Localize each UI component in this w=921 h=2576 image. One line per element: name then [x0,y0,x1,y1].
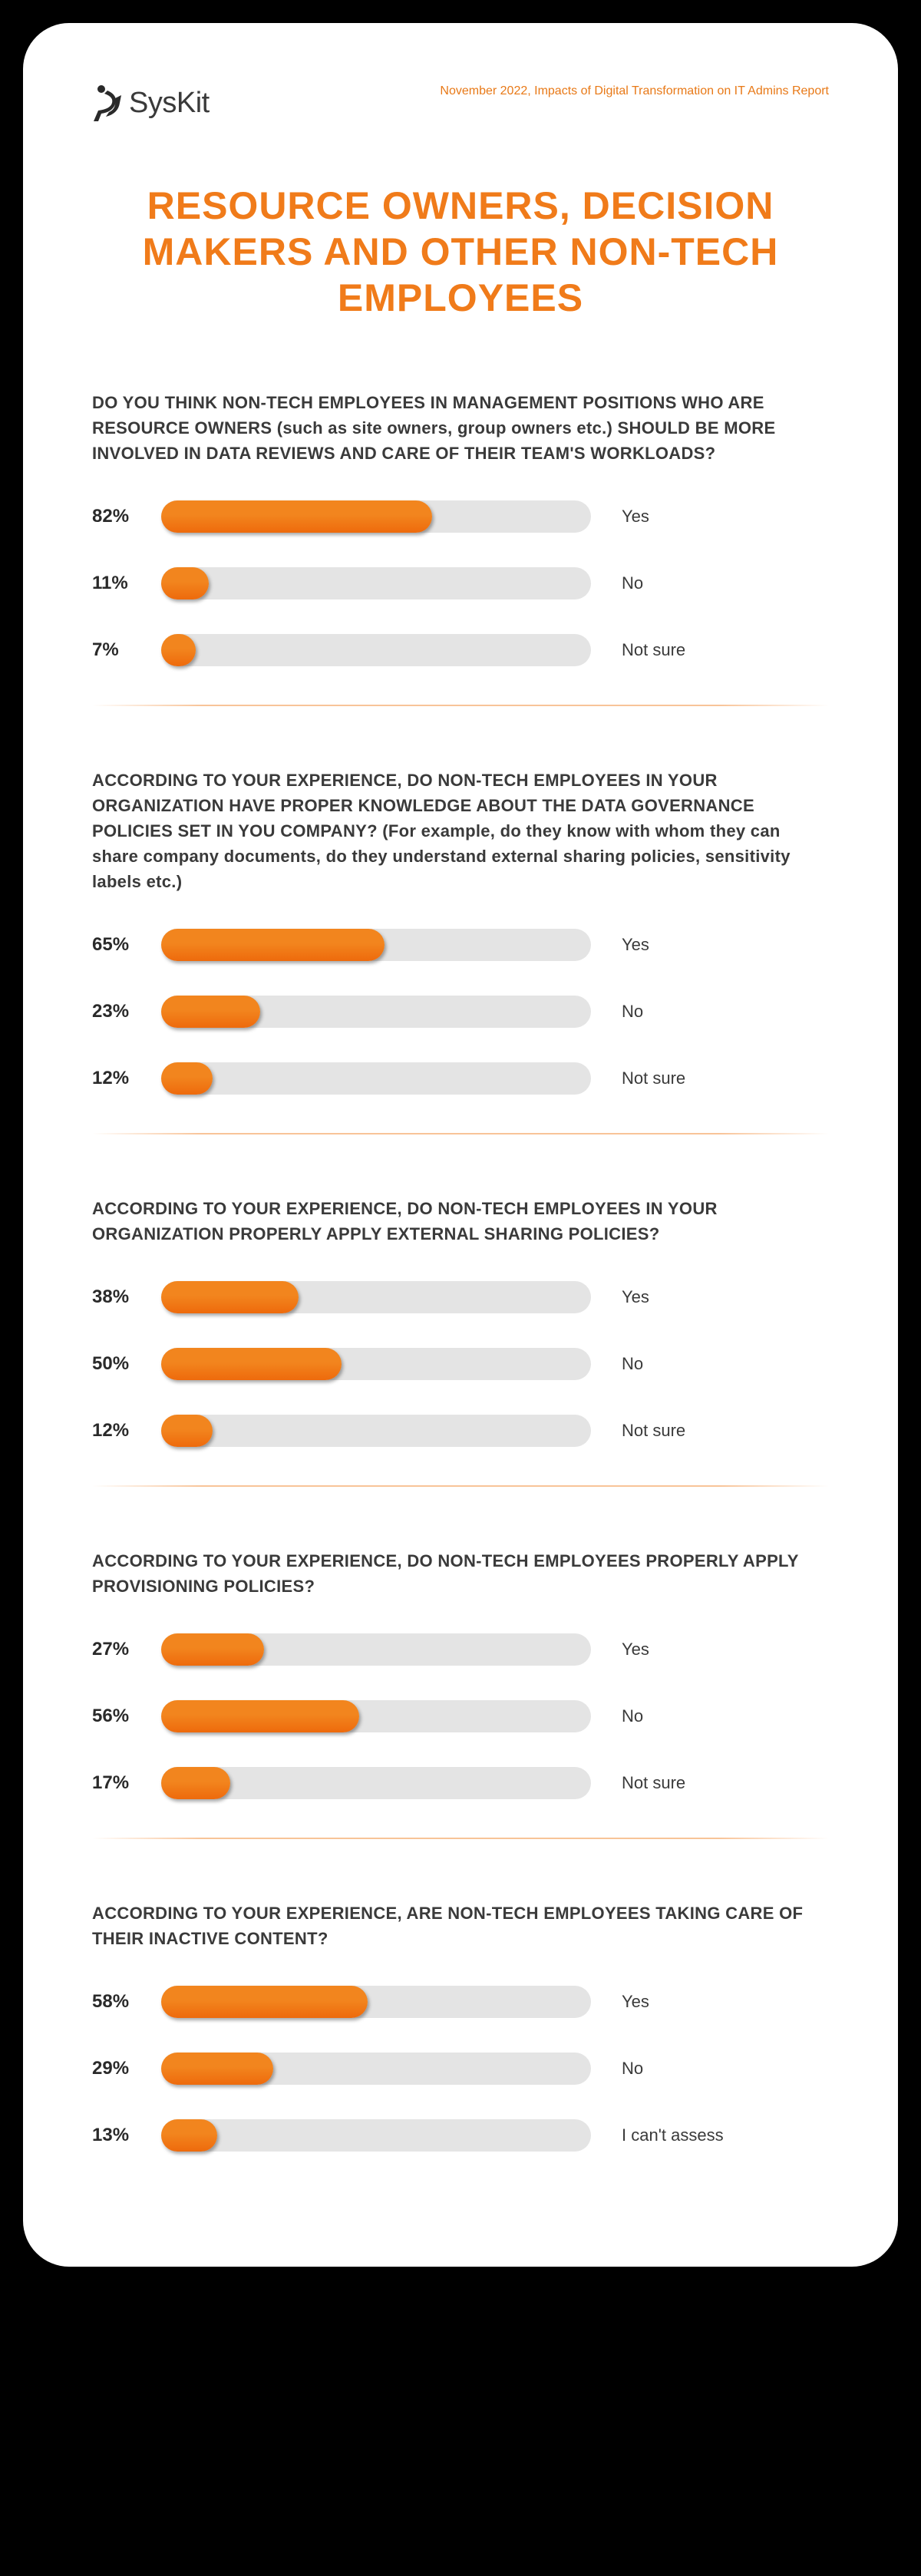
bar-percent: 11% [92,573,146,594]
bar-label: No [622,1354,643,1374]
bar-track [161,1700,591,1732]
bar-fill [161,996,260,1028]
bar-row: 12% Not sure [92,1062,829,1095]
header-row: SysKit November 2022, Impacts of Digital… [92,84,829,121]
bar-row: 29% No [92,2053,829,2085]
bar-label: Yes [622,935,649,955]
section-divider [92,1133,829,1134]
section-divider [92,705,829,706]
question-block: DO YOU THINK NON-TECH EMPLOYEES IN MANAG… [92,390,829,666]
bar-track [161,1062,591,1095]
bar-track [161,2053,591,2085]
bar-percent: 13% [92,2125,146,2146]
bar-label: No [622,573,643,593]
question-text: ACCORDING TO YOUR EXPERIENCE, DO NON-TEC… [92,768,829,894]
bar-label: Yes [622,1287,649,1307]
brand-logo: SysKit [92,84,210,121]
bar-percent: 12% [92,1068,146,1089]
bar-percent: 12% [92,1420,146,1442]
bar-label: I can't assess [622,2125,724,2145]
bar-track [161,996,591,1028]
report-label: November 2022, Impacts of Digital Transf… [440,84,829,98]
bar-track [161,1415,591,1447]
bar-row: 12% Not sure [92,1415,829,1447]
bar-row: 56% No [92,1700,829,1732]
bar-track [161,1348,591,1380]
bar-row: 50% No [92,1348,829,1380]
bar-label: Not sure [622,1421,685,1441]
bar-percent: 56% [92,1706,146,1727]
bar-fill [161,1348,342,1380]
bar-row: 17% Not sure [92,1767,829,1799]
bar-track [161,500,591,533]
bar-row: 13% I can't assess [92,2119,829,2152]
bar-row: 65% Yes [92,929,829,961]
bar-percent: 82% [92,506,146,527]
bar-percent: 23% [92,1001,146,1022]
bar-fill [161,1281,299,1313]
bar-label: Not sure [622,640,685,660]
logo-icon [92,84,123,121]
bar-row: 58% Yes [92,1986,829,2018]
bar-track [161,929,591,961]
bar-track [161,634,591,666]
bar-percent: 58% [92,1991,146,2013]
bar-percent: 17% [92,1772,146,1794]
report-card: SysKit November 2022, Impacts of Digital… [23,23,898,2267]
bar-row: 23% No [92,996,829,1028]
bar-percent: 50% [92,1353,146,1375]
bar-percent: 38% [92,1286,146,1308]
bar-fill [161,1633,264,1666]
bar-fill [161,1062,213,1095]
question-text: ACCORDING TO YOUR EXPERIENCE, DO NON-TEC… [92,1196,829,1247]
question-block: ACCORDING TO YOUR EXPERIENCE, DO NON-TEC… [92,768,829,1095]
bar-percent: 7% [92,639,146,661]
brand-name: SysKit [129,87,210,120]
bar-fill [161,500,432,533]
bar-row: 11% No [92,567,829,599]
bar-label: Yes [622,507,649,527]
bar-percent: 27% [92,1639,146,1660]
bar-track [161,1767,591,1799]
question-text: ACCORDING TO YOUR EXPERIENCE, ARE NON-TE… [92,1901,829,1951]
bar-label: Not sure [622,1773,685,1793]
bar-row: 27% Yes [92,1633,829,1666]
bar-label: Yes [622,1992,649,2012]
bar-label: Not sure [622,1068,685,1088]
bar-fill [161,1700,359,1732]
page-title: RESOURCE OWNERS, DECISION MAKERS AND OTH… [92,183,829,321]
bar-percent: 29% [92,2058,146,2079]
bar-track [161,1633,591,1666]
section-divider [92,1485,829,1487]
bar-label: No [622,1002,643,1022]
section-divider [92,1838,829,1839]
bar-fill [161,2119,217,2152]
bar-row: 7% Not sure [92,634,829,666]
bar-fill [161,634,196,666]
bar-fill [161,1767,230,1799]
bar-label: Yes [622,1640,649,1660]
bar-percent: 65% [92,934,146,956]
bar-fill [161,929,385,961]
bar-track [161,2119,591,2152]
question-block: ACCORDING TO YOUR EXPERIENCE, ARE NON-TE… [92,1901,829,2152]
bar-label: No [622,2059,643,2079]
bar-row: 82% Yes [92,500,829,533]
bar-row: 38% Yes [92,1281,829,1313]
question-text: DO YOU THINK NON-TECH EMPLOYEES IN MANAG… [92,390,829,466]
bar-track [161,567,591,599]
bar-fill [161,567,209,599]
question-text: ACCORDING TO YOUR EXPERIENCE, DO NON-TEC… [92,1548,829,1599]
bar-fill [161,1415,213,1447]
bar-track [161,1986,591,2018]
bar-fill [161,2053,273,2085]
question-block: ACCORDING TO YOUR EXPERIENCE, DO NON-TEC… [92,1548,829,1799]
question-block: ACCORDING TO YOUR EXPERIENCE, DO NON-TEC… [92,1196,829,1447]
bar-label: No [622,1706,643,1726]
bar-track [161,1281,591,1313]
questions-container: DO YOU THINK NON-TECH EMPLOYEES IN MANAG… [92,390,829,2152]
bar-fill [161,1986,368,2018]
